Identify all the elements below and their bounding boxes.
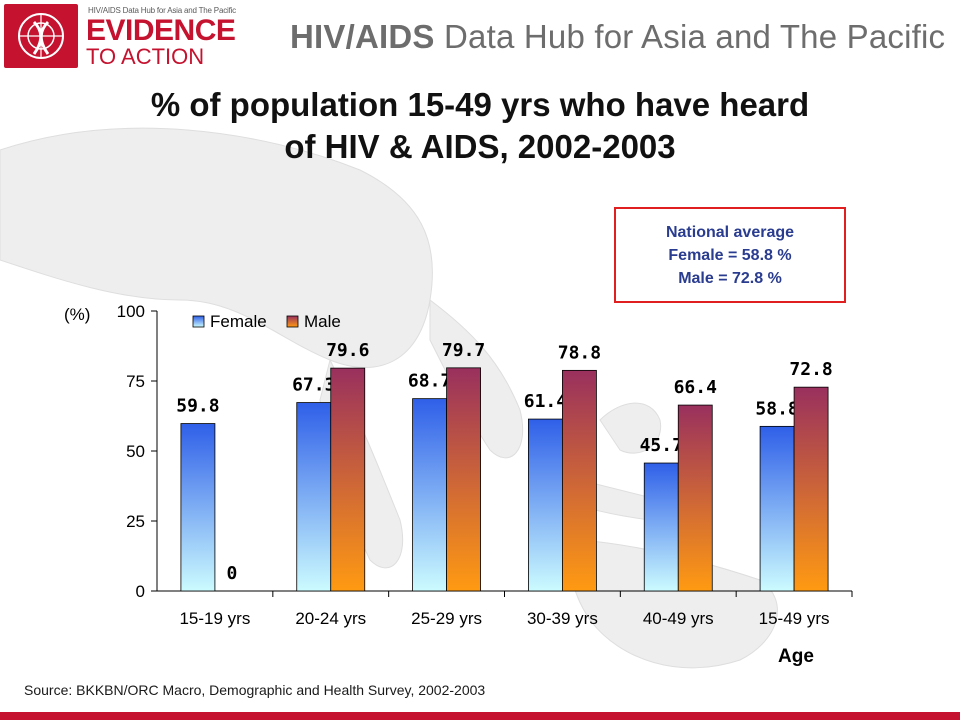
data-label-female: 68.7 bbox=[408, 371, 451, 392]
slide-title-line1: % of population 15-49 yrs who have heard bbox=[150, 86, 810, 123]
x-tick-label: 20-24 yrs bbox=[295, 609, 366, 628]
logo-main-text: EVIDENCE bbox=[86, 14, 236, 47]
x-tick-label: 15-49 yrs bbox=[759, 609, 830, 628]
data-label-male: 66.4 bbox=[674, 377, 718, 398]
y-tick-label: 50 bbox=[126, 442, 145, 461]
bottom-bar bbox=[0, 712, 960, 720]
data-label-male: 78.8 bbox=[558, 342, 601, 363]
x-tick-label: 30-39 yrs bbox=[527, 609, 598, 628]
national-average-female: Female = 58.8 % bbox=[668, 247, 792, 264]
national-average-male: Male = 72.8 % bbox=[678, 270, 782, 287]
hub-title: HIV/AIDS Data Hub for Asia and The Pacif… bbox=[290, 18, 945, 56]
y-tick-label: 25 bbox=[126, 512, 145, 531]
data-label-male: 79.7 bbox=[442, 340, 485, 361]
bar-female bbox=[528, 418, 563, 592]
legend-swatch-female bbox=[192, 315, 205, 328]
evidence-to-action-logo: HIV/AIDS Data Hub for Asia and The Pacif… bbox=[82, 4, 236, 69]
data-label-male: 79.6 bbox=[326, 340, 369, 361]
bar-male bbox=[562, 369, 597, 592]
data-label-female: 67.3 bbox=[292, 375, 335, 396]
data-label-female: 58.8 bbox=[755, 398, 798, 419]
bar-female bbox=[759, 425, 795, 592]
data-label-female: 59.8 bbox=[176, 396, 219, 417]
un-emblem-icon bbox=[4, 4, 78, 68]
hub-title-bold: HIV/AIDS bbox=[290, 18, 435, 55]
legend-label-female: Female bbox=[210, 312, 267, 331]
data-label-male: 72.8 bbox=[789, 359, 832, 380]
data-label-male: 0 bbox=[226, 563, 237, 584]
bar-female bbox=[296, 402, 332, 592]
x-tick-label: 25-29 yrs bbox=[411, 609, 482, 628]
bar-male bbox=[677, 404, 713, 592]
y-axis-label: (%) bbox=[64, 305, 90, 324]
bar-female bbox=[412, 398, 447, 592]
bar-male bbox=[446, 367, 481, 592]
legend-label-male: Male bbox=[304, 312, 341, 331]
y-tick-label: 0 bbox=[136, 582, 145, 601]
source-note: Source: BKKBN/ORC Macro, Demographic and… bbox=[24, 682, 486, 698]
x-axis-label: Age bbox=[778, 646, 814, 667]
logo-small-text: HIV/AIDS Data Hub for Asia and The Pacif… bbox=[88, 6, 236, 15]
bar-male bbox=[330, 367, 366, 592]
hub-title-rest: Data Hub for Asia and The Pacific bbox=[434, 18, 946, 55]
national-average-heading: National average bbox=[665, 224, 795, 241]
bar-female bbox=[643, 462, 679, 592]
bar-male bbox=[793, 386, 829, 592]
x-tick-label: 40-49 yrs bbox=[643, 609, 714, 628]
national-average-box: National average Female = 58.8 % Male = … bbox=[614, 207, 846, 303]
slide-title: % of population 15-49 yrs who have heard… bbox=[60, 84, 900, 168]
logo-sub-text: TO ACTION bbox=[86, 44, 205, 69]
header: HIV/AIDS Data Hub for Asia and The Pacif… bbox=[0, 0, 960, 72]
legend-swatch-male bbox=[286, 315, 299, 328]
bar-female bbox=[180, 423, 216, 592]
y-tick-label: 100 bbox=[117, 302, 145, 321]
y-tick-label: 75 bbox=[126, 372, 145, 391]
x-tick-label: 15-19 yrs bbox=[179, 609, 250, 628]
data-label-female: 61.4 bbox=[524, 391, 568, 412]
slide-title-line2: of HIV & AIDS, 2002-2003 bbox=[284, 128, 676, 165]
data-label-female: 45.7 bbox=[640, 435, 683, 456]
